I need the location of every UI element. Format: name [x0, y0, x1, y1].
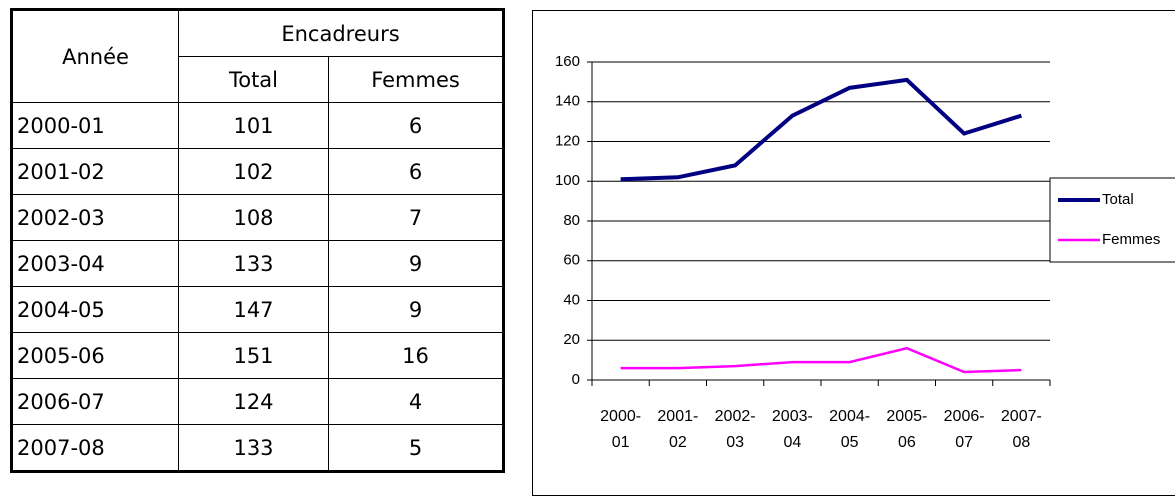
header-cell: Année	[11, 9, 179, 103]
x-tick-label: 2001- 02	[657, 408, 699, 451]
y-tick-label: 100	[555, 172, 580, 189]
table-cell: 9	[328, 286, 504, 333]
table-cell: 2005-06	[11, 332, 179, 379]
table-cell: 108	[178, 194, 329, 241]
header-cell: Total	[178, 56, 329, 103]
table-body: 2000-01 101 6 2001-02 102 6 2002-03 108 7 2003-04…	[11, 102, 504, 472]
table-cell: 16	[328, 332, 504, 379]
legend-label: Total	[1102, 191, 1134, 208]
table-cell: 2003-04	[11, 240, 179, 287]
y-tick-label: 160	[555, 53, 580, 70]
y-tick-label: 80	[563, 212, 580, 229]
table-row: 2004-05 147 9	[11, 286, 504, 333]
data-table: Année Encadreurs Total Femmes 2000-01 101…	[10, 8, 505, 473]
header-cell: Femmes	[328, 56, 504, 103]
table-cell: 2000-01	[11, 102, 179, 149]
legend-label: Femmes	[1102, 231, 1160, 248]
table-cell: 2006-07	[11, 378, 179, 425]
y-tick-label: 120	[555, 132, 580, 149]
legend-box	[1049, 177, 1175, 263]
y-tick-label: 0	[572, 371, 580, 388]
table-cell: 2002-03	[11, 194, 179, 241]
y-tick-label: 60	[563, 252, 580, 269]
table-cell: 6	[328, 148, 504, 195]
x-tick-label: 2005- 06	[886, 408, 928, 451]
table-row: 2005-06 151 16	[11, 332, 504, 379]
table-cell: 2001-02	[11, 148, 179, 195]
series-line	[620, 77, 1022, 182]
table-cell: 2004-05	[11, 286, 179, 333]
table-cell: 133	[178, 240, 329, 287]
table-cell: 102	[178, 148, 329, 195]
table-row: 2003-04 133 9	[11, 240, 504, 287]
y-tick-label: 20	[563, 331, 580, 348]
table-cell: 7	[328, 194, 504, 241]
table-row: 2002-03 108 7	[11, 194, 504, 241]
x-tick-label: 2002- 03	[714, 408, 756, 451]
x-tick-label: 2006- 07	[943, 408, 985, 451]
chart: 0 20 40 60 80 100 120 140 160 Total Femmes	[532, 10, 1175, 496]
header-cell: Encadreurs	[178, 9, 504, 57]
table-cell: 6	[328, 102, 504, 149]
header-row: Total Femmes	[12, 56, 504, 103]
x-tick-label: 2007- 08	[1000, 408, 1042, 451]
table-cell: 4	[328, 378, 504, 425]
table-cell: 101	[178, 102, 329, 149]
table-cell: 124	[178, 378, 329, 425]
header-row: Année Encadreurs	[11, 9, 504, 103]
table-row: 2007-08 133 5	[11, 424, 504, 472]
x-tick-label: 2004- 05	[829, 408, 871, 451]
x-tick-label: 2000- 01	[600, 408, 642, 451]
table-cell: 9	[328, 240, 504, 287]
table-cell: 133	[178, 424, 329, 472]
y-tick-label: 140	[555, 93, 580, 110]
x-tick-label: 2003- 04	[771, 408, 813, 451]
y-tick-label: 40	[563, 291, 580, 308]
table-row: 2001-02 102 6	[11, 148, 504, 195]
table-cell: 5	[328, 424, 504, 472]
table-row: 2000-01 101 6	[11, 102, 504, 149]
table-cell: 147	[178, 286, 329, 333]
table-row: 2006-07 124 4	[11, 378, 504, 425]
table-cell: 151	[178, 332, 329, 379]
table-cell: 2007-08	[11, 424, 179, 472]
series-line	[620, 346, 1022, 374]
